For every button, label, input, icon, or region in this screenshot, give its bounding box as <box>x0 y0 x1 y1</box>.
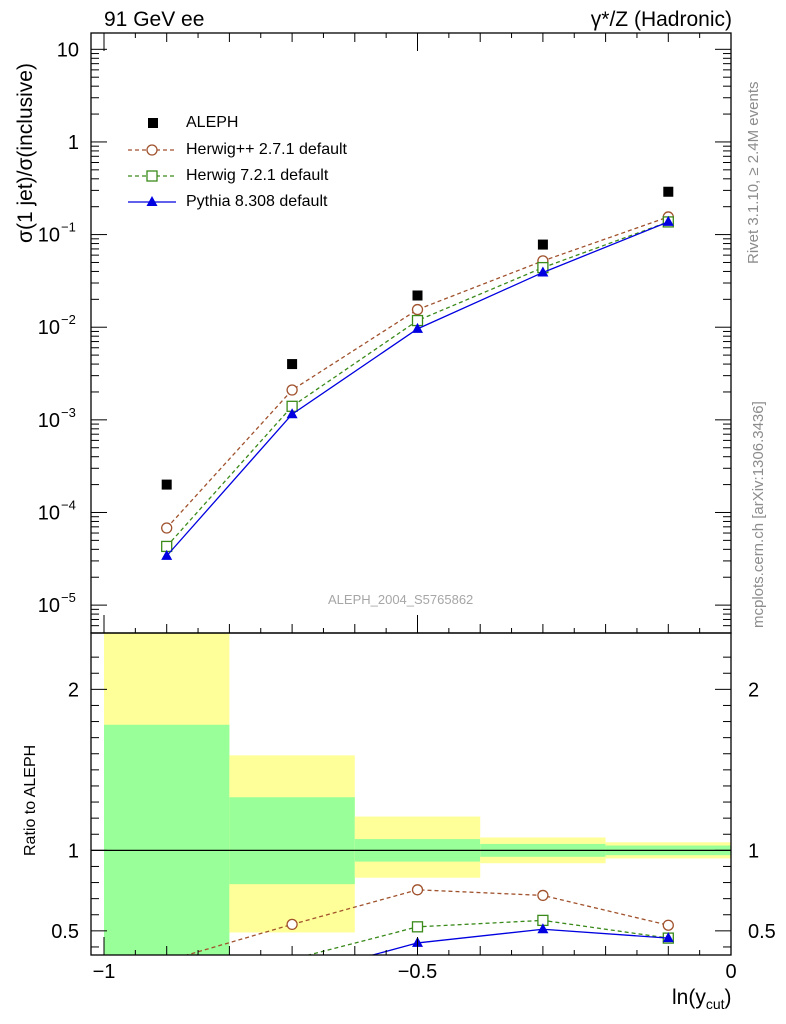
ratio-y-tick-label-0: 0.5 <box>51 921 79 943</box>
ratio-line-1 <box>306 919 669 955</box>
ratio-1-point-1 <box>411 921 424 933</box>
series-2-point-0 <box>161 549 173 560</box>
series-2-point-1 <box>286 408 298 419</box>
y-tick-exponent-4: −3 <box>61 405 76 420</box>
mcplots-label: mcplots.cern.ch [arXiv:1306.3436] <box>750 401 767 628</box>
main-series-layer <box>161 186 674 560</box>
legend-marker-2 <box>146 196 158 206</box>
y-tick-exponent-6: −5 <box>61 590 76 605</box>
y-tick-exponent-5: −4 <box>61 497 76 512</box>
aleph-point-0 <box>161 479 172 490</box>
y-axis-label-ratio: Ratio to ALEPH <box>22 744 39 856</box>
series-0-point-1 <box>286 384 298 396</box>
y-tick-exponent-3: −2 <box>61 312 76 327</box>
x-tick-label-0: −1 <box>93 961 116 983</box>
y-tick-label-1: 1 <box>68 132 79 154</box>
header-right: γ*/Z (Hadronic) <box>590 8 732 31</box>
legend-symbol-aleph <box>148 118 158 128</box>
y-tick-label-5: 10 <box>38 502 60 524</box>
rivet-label: Rivet 3.1.10, ≥ 2.4M events <box>745 81 762 265</box>
analysis-watermark: ALEPH_2004_S5765862 <box>328 592 474 607</box>
series-2-point-4 <box>662 215 674 226</box>
y-tick-label-6: 10 <box>38 595 60 617</box>
aleph-point-2 <box>412 290 423 301</box>
series-0-point-2 <box>411 303 424 316</box>
ratio-y-tick-label-right-0: 0.5 <box>748 921 776 943</box>
ratio-series-layer <box>184 884 674 955</box>
y-axis-label-main: σ(1 jet)/σ(inclusive) <box>14 63 37 243</box>
legend-marker-0 <box>146 144 158 156</box>
header-left: 91 GeV ee <box>104 8 205 31</box>
series-line-2 <box>166 221 669 557</box>
x-tick-label-2: 0 <box>725 961 736 983</box>
series-line-0 <box>166 216 669 529</box>
y-tick-exponent-2: −1 <box>61 220 76 235</box>
y-tick-label-0: 10 <box>57 39 79 61</box>
aleph-point-3 <box>537 239 548 250</box>
ratio-green-band-0 <box>104 724 230 955</box>
ratio-0-point-4 <box>662 919 674 931</box>
ratio-y-tick-label-right-1: 1 <box>748 840 759 862</box>
ratio-0-point-2 <box>411 884 424 896</box>
ratio-y-tick-label-2: 2 <box>68 679 79 701</box>
legend-label-pythia: Pythia 8.308 default <box>186 193 328 210</box>
ratio-2-point-2 <box>537 923 549 934</box>
x-axis-label-text: ln(y <box>672 986 706 1009</box>
ratio-0-point-3 <box>537 889 549 902</box>
series-2-point-2 <box>412 322 423 333</box>
aleph-point-1 <box>287 359 298 370</box>
x-tick-label-1: −0.5 <box>398 961 437 983</box>
ratio-y-tick-label-1: 1 <box>68 840 79 862</box>
y-tick-label-3: 10 <box>38 317 60 339</box>
aleph-point-4 <box>663 186 674 197</box>
series-0-point-0 <box>161 522 173 534</box>
ratio-green-band-1 <box>229 797 355 885</box>
series-2-point-3 <box>537 266 549 277</box>
y-tick-label-4: 10 <box>38 410 60 432</box>
x-axis-label: ln(ycut) <box>672 986 732 1012</box>
x-axis-label-subscript: cut <box>705 996 725 1013</box>
legend-label-herwigpp: Herwig++ 2.7.1 default <box>186 141 347 158</box>
y-tick-label-2: 10 <box>38 225 60 247</box>
legend-label-herwig7: Herwig 7.2.1 default <box>186 167 329 184</box>
ratio-uncertainty-bands <box>91 633 731 955</box>
ratio-line-2 <box>370 928 669 955</box>
ratio-2-point-3 <box>662 932 674 943</box>
legend-marker-1 <box>146 170 158 182</box>
series-line-1 <box>166 221 669 547</box>
ratio-panel-frame <box>90 632 732 956</box>
legend-symbols <box>128 118 176 206</box>
ratio-y-tick-label-right-2: 2 <box>748 679 759 701</box>
legend-label-aleph: ALEPH <box>186 114 239 131</box>
ratio-0-point-1 <box>286 918 298 931</box>
x-axis-label-close: ) <box>724 986 732 1009</box>
